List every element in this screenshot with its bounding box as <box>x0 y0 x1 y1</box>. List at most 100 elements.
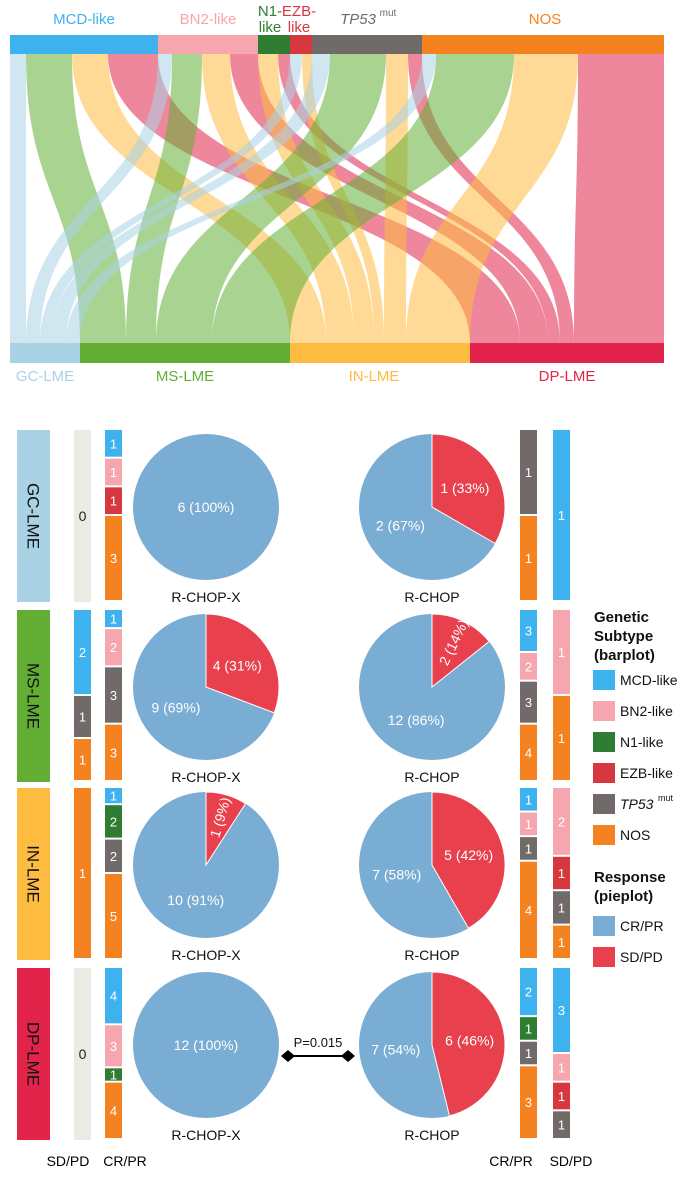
pie-slice-label: 2 (67%) <box>376 517 425 533</box>
lme-box <box>17 788 50 960</box>
pie-slice-label: 1 (33%) <box>440 480 489 496</box>
sankey-flow <box>40 54 302 343</box>
sankey-top-bar <box>158 35 258 54</box>
bar-segment <box>553 1082 570 1110</box>
bar-count-label: 2 <box>110 640 117 655</box>
lme-box <box>17 968 50 1140</box>
pie-r-chop-x: 1 (9%)10 (91%)R-CHOP-X <box>133 791 279 963</box>
pvalue-diamond-right <box>341 1050 355 1062</box>
left-cr-label: CR/PR <box>103 1153 147 1169</box>
bar-left-cr-pr: 1 2 2 5 <box>105 788 122 958</box>
sankey-bottom-label: DP-LME <box>539 368 596 385</box>
bar-left-sd-pd: 2 1 1 <box>74 610 91 780</box>
pie-r-chop-x: 4 (31%) 9 (69%) R-CHOP-X <box>133 613 280 785</box>
pie-r-chop: 2 (14%)12 (86%)R-CHOP <box>359 613 505 785</box>
bar-segment <box>520 861 537 958</box>
pie-slice-sd-pd <box>431 971 506 1117</box>
sankey-flow <box>574 54 664 343</box>
sankey-top-bar <box>10 35 158 54</box>
legend: Genetic Subtype (barplot) MCD-like BN2-like N… <box>593 609 678 967</box>
bar-count-label: 3 <box>110 1039 117 1054</box>
bar-count-label: 1 <box>110 436 117 451</box>
pie-slice-sd-pd <box>205 791 247 867</box>
pie-slice-label: 12 (100%) <box>174 1037 239 1053</box>
bar-segment <box>553 968 570 1052</box>
bar-segment <box>553 1111 570 1138</box>
legend-item-label: NOS <box>620 827 650 843</box>
sankey-top-bar <box>312 35 422 54</box>
sankey-flow <box>72 54 326 343</box>
legend-item-label: EZB-like <box>620 765 673 781</box>
bar-count-label: 3 <box>110 688 117 703</box>
pie-r-chop: 5 (42%) 7 (58%) R-CHOP <box>359 791 506 963</box>
sankey-top-bar <box>258 35 290 54</box>
bar-count-label: 3 <box>110 551 117 566</box>
bar-segment <box>553 610 570 694</box>
pie-treatment-label: R-CHOP-X <box>171 1127 241 1143</box>
pie-treatment-label: R-CHOP-X <box>171 589 241 605</box>
sankey-bottom-bar <box>290 343 470 363</box>
legend-swatch <box>593 916 615 936</box>
lme-label: GC-LME <box>24 483 43 549</box>
sankey-flow <box>66 54 436 343</box>
bar-count-label: 1 <box>525 1046 532 1061</box>
bar-count-label: 1 <box>110 494 117 509</box>
bar-segment <box>74 610 91 694</box>
sankey-top-bar <box>290 35 312 54</box>
bar-right-sd-pd: 2 1 1 1 <box>553 788 570 958</box>
bar-segment <box>105 1068 122 1081</box>
bar-count-label: 4 <box>525 903 532 918</box>
pie-r-chop-x: 6 (100%) R-CHOP-X <box>133 434 279 605</box>
legend-swatch <box>593 732 615 752</box>
bar-count-label: 1 <box>110 1068 117 1083</box>
bar-count-label: 1 <box>558 731 565 746</box>
legend-genetic-title: Genetic <box>594 609 649 626</box>
legend-item-sup: mut <box>658 793 674 803</box>
sankey-top-label: N1- <box>258 3 282 20</box>
bar-count-label: 2 <box>79 645 86 660</box>
bar-segment <box>74 788 91 958</box>
pie-slice-label: 4 (31%) <box>213 657 262 673</box>
bar-segment <box>520 968 537 1016</box>
pie-treatment-label: R-CHOP <box>404 589 459 605</box>
pie-slice-label: 7 (54%) <box>371 1041 420 1057</box>
pie-slice-label: 12 (86%) <box>388 712 445 728</box>
bar-count-label: 3 <box>525 1095 532 1110</box>
legend-swatch <box>593 701 615 721</box>
bar-segment <box>520 788 537 811</box>
legend-swatch <box>593 794 615 814</box>
bar-segment <box>105 1025 122 1067</box>
empty-bar <box>74 968 91 1140</box>
sankey-bottom-bar <box>80 343 290 363</box>
sankey-flow <box>156 54 386 343</box>
bar-count-label: 4 <box>110 1103 117 1118</box>
sankey-top-label: EZB- <box>282 3 316 20</box>
bar-left-sd-pd: 0 <box>74 968 91 1140</box>
left-sd-label: SD/PD <box>47 1153 90 1169</box>
bar-count-label: 1 <box>79 710 86 725</box>
sankey-top-label-sup: mut <box>380 8 397 19</box>
sankey-top-label: TP53 <box>340 11 377 28</box>
bar-segment <box>105 724 122 780</box>
bar-right-cr-pr: 11 <box>520 430 537 600</box>
bar-count-label: 1 <box>79 753 86 768</box>
bar-segment <box>105 458 122 486</box>
pie-treatment-label: R-CHOP-X <box>171 769 241 785</box>
bar-count-label: 1 <box>79 866 86 881</box>
pvalue-connector: P=0.015 <box>281 1035 355 1062</box>
bar-segment <box>105 610 122 628</box>
bar-right-cr-pr: 3 2 3 4 <box>520 610 537 780</box>
bar-segment <box>520 681 537 723</box>
row-dp-lme: DP-LME 0 4 3 1 4 2 1 1 3 3 1 1 1 12 (100%) R-CHOP-X 6 (4… <box>17 968 570 1143</box>
sankey-flow <box>52 54 330 343</box>
bar-segment <box>105 1082 122 1138</box>
bar-segment <box>520 610 537 651</box>
bar-segment <box>105 839 122 872</box>
bar-count-label: 1 <box>525 817 532 832</box>
bar-count-label: 3 <box>558 1003 565 1018</box>
sankey-top-label: BN2-like <box>180 11 237 28</box>
